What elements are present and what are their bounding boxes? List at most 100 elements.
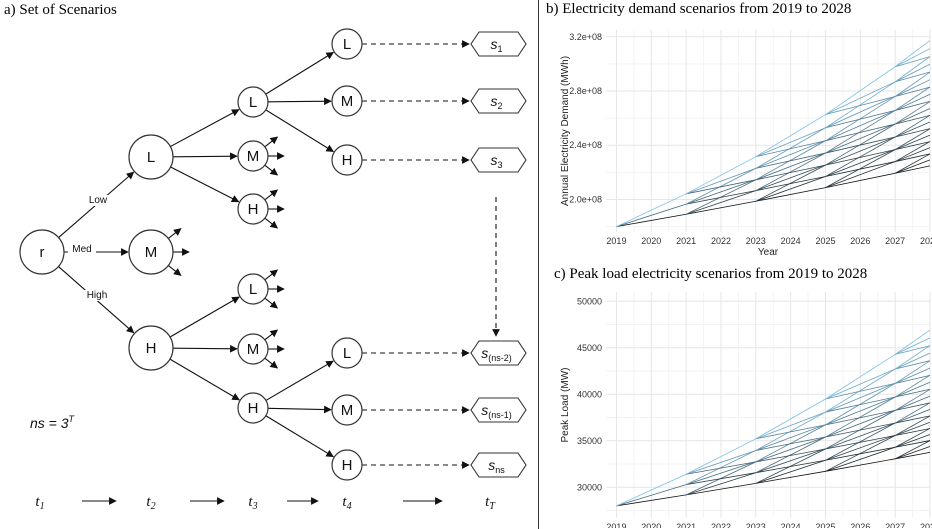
scenario-line bbox=[895, 153, 931, 162]
scenario-line bbox=[825, 354, 896, 400]
scenario-line bbox=[895, 402, 931, 411]
scenario-line bbox=[895, 381, 931, 398]
scenario-line bbox=[755, 411, 826, 451]
scenario-line bbox=[685, 450, 756, 486]
x-tick-label: 2028 bbox=[920, 522, 932, 528]
scenario-line bbox=[894, 415, 931, 436]
electricity-demand-chart: 2019 2020 2021 2022 2023 2024 2025 2026 2027 2028… bbox=[560, 30, 932, 258]
y-tick-label: 2.0e+08 bbox=[569, 194, 602, 204]
x-tick-label: 2025 bbox=[815, 236, 835, 246]
t3-med-a-stub-up bbox=[264, 136, 279, 148]
y-axis-title: Annual Electricity Demand (MWh) bbox=[560, 56, 571, 206]
scenario-line bbox=[685, 156, 756, 195]
t4-node-high-a: H bbox=[331, 144, 363, 176]
scenario-line bbox=[755, 127, 826, 169]
scenario-line bbox=[895, 446, 931, 460]
scenario-node: s3 bbox=[470, 147, 527, 173]
scenario-label: sns bbox=[488, 457, 505, 475]
y-tick-label: 50000 bbox=[577, 296, 602, 306]
scenario-line bbox=[616, 484, 687, 507]
scenario-line bbox=[685, 438, 756, 475]
branch-label-high: High bbox=[87, 290, 108, 301]
scenario-line bbox=[825, 161, 896, 188]
t4-node-low-b: L bbox=[331, 337, 363, 369]
t2-node-high-label: H bbox=[146, 340, 157, 357]
scenario-line bbox=[894, 40, 931, 68]
t2-node-high: H bbox=[128, 325, 174, 371]
x-tick-label: 2027 bbox=[885, 236, 905, 246]
t3-low-b-stub-up bbox=[264, 269, 279, 281]
t2-med-stub-up bbox=[167, 228, 182, 239]
t2-node-med-label: M bbox=[145, 244, 158, 261]
x-tick-label: 2020 bbox=[641, 236, 661, 246]
scenario-line bbox=[894, 63, 931, 83]
t4-node-low-b-label: L bbox=[343, 345, 351, 362]
scenario-line bbox=[686, 482, 756, 496]
scenario-line bbox=[686, 461, 756, 475]
branch-label-med: Med bbox=[72, 244, 91, 255]
scenario-line bbox=[894, 101, 931, 125]
scenario-line bbox=[895, 128, 931, 138]
scenario-line bbox=[895, 56, 931, 68]
x-tick-label: 2022 bbox=[711, 522, 731, 528]
scenario-line bbox=[894, 337, 931, 355]
edge-t2high-t3high bbox=[169, 358, 240, 401]
scenario-line bbox=[755, 152, 826, 191]
scenario-line bbox=[825, 66, 896, 115]
scenario-line bbox=[894, 48, 931, 68]
edge-t2low-t3high bbox=[170, 166, 240, 203]
scenario-line bbox=[895, 134, 931, 150]
scenario-line bbox=[895, 101, 931, 111]
scenario-line bbox=[755, 176, 826, 192]
x-tick-label: 2024 bbox=[781, 522, 801, 528]
t3-node-low-a: L bbox=[237, 86, 269, 118]
scenario-line bbox=[895, 408, 931, 424]
time-label-0: t1 bbox=[35, 494, 44, 512]
scenario-lines bbox=[616, 40, 931, 227]
t3-node-high-b-label: H bbox=[248, 400, 259, 417]
scenario-line bbox=[755, 436, 826, 451]
x-tick-label: 2026 bbox=[850, 522, 870, 528]
scenario-line bbox=[686, 179, 756, 195]
scenario-line bbox=[825, 96, 896, 142]
x-tick-label: 2027 bbox=[885, 522, 905, 528]
scenario-line bbox=[755, 140, 826, 158]
scenario-label: s2 bbox=[490, 93, 502, 111]
scenario-tree: rLMHLMHLMHLMHLMHs1s2s3s(ns-2)s(ns-1)sns … bbox=[19, 28, 527, 512]
edge-t2low-t3med bbox=[172, 152, 238, 161]
scenario-line bbox=[825, 161, 896, 177]
scenario-line bbox=[755, 436, 826, 474]
scenario-line bbox=[895, 451, 931, 460]
scenario-line bbox=[825, 123, 896, 154]
scenario-line bbox=[894, 86, 931, 111]
scenario-line bbox=[895, 388, 931, 398]
scenario-line bbox=[895, 374, 931, 384]
y-tick-label: 3.2e+08 bbox=[569, 32, 602, 42]
scenario-line bbox=[686, 200, 756, 215]
t4-node-low-a-label: L bbox=[343, 36, 351, 53]
scenario-line bbox=[825, 149, 896, 166]
scenario-label: s1 bbox=[490, 36, 502, 54]
scenario-line bbox=[895, 121, 931, 138]
t4-node-med-b-label: M bbox=[341, 402, 354, 419]
scenario-line bbox=[686, 472, 756, 496]
peak-load-chart: 2019 2020 2021 2022 2023 2024 2025 2026 2027 2028… bbox=[560, 292, 932, 528]
scenario-node: s(ns-1) bbox=[470, 397, 527, 423]
scenario-line bbox=[825, 409, 896, 438]
t3-high-a-stub-down bbox=[264, 217, 279, 229]
scenario-line bbox=[825, 96, 896, 115]
y-tick-label: 45000 bbox=[577, 343, 602, 353]
scenario-line bbox=[616, 193, 687, 227]
scenario-line bbox=[616, 213, 687, 227]
t3-node-low-a-label: L bbox=[249, 94, 257, 111]
x-tick-label: 2028 bbox=[920, 236, 932, 246]
edge-t2high-t3med bbox=[172, 344, 238, 353]
t2-med-stub-down bbox=[167, 265, 182, 276]
t3-med-a-stub-down bbox=[264, 164, 279, 176]
scenario-line bbox=[894, 360, 931, 384]
scenario-line bbox=[894, 153, 931, 174]
edge-t2low-t3low bbox=[170, 109, 240, 148]
edge-t3high-t4-1 bbox=[267, 405, 332, 414]
scenario-line bbox=[894, 402, 931, 424]
time-label-2: t3 bbox=[248, 494, 257, 512]
